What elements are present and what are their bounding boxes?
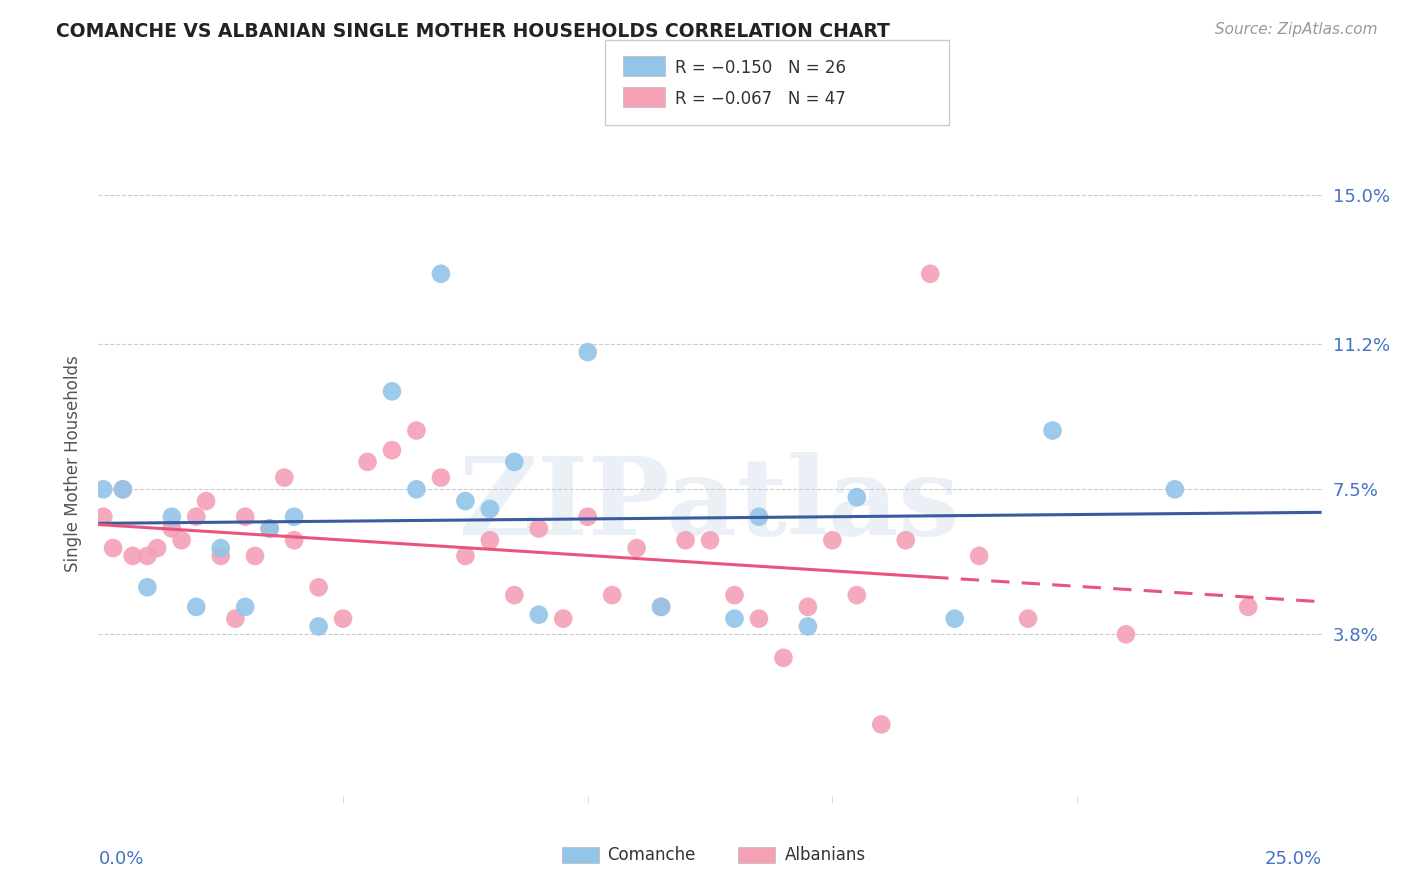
Point — [381, 443, 404, 458]
Point — [259, 521, 281, 535]
Point — [209, 549, 232, 563]
Point — [121, 549, 143, 563]
Point — [430, 267, 453, 281]
Text: 25.0%: 25.0% — [1264, 850, 1322, 868]
Point — [91, 483, 114, 497]
Text: R = −0.150   N = 26: R = −0.150 N = 26 — [675, 59, 846, 77]
Point — [454, 549, 477, 563]
Point — [503, 588, 526, 602]
Point — [160, 521, 183, 535]
Y-axis label: Single Mother Households: Single Mother Households — [65, 356, 83, 572]
Text: Comanche: Comanche — [607, 846, 696, 863]
Text: 0.0%: 0.0% — [98, 850, 143, 868]
Point — [195, 494, 218, 508]
Point — [405, 483, 427, 497]
Point — [308, 619, 330, 633]
Point — [576, 509, 599, 524]
Point — [430, 470, 453, 484]
Text: Albanians: Albanians — [785, 846, 866, 863]
Point — [186, 509, 208, 524]
Point — [723, 612, 745, 626]
Point — [1115, 627, 1137, 641]
Point — [626, 541, 648, 555]
Point — [160, 509, 183, 524]
Point — [723, 588, 745, 602]
Point — [101, 541, 124, 555]
Point — [845, 588, 868, 602]
Point — [478, 502, 501, 516]
Point — [405, 424, 427, 438]
Point — [821, 533, 844, 548]
Point — [381, 384, 404, 399]
Text: R = −0.067   N = 47: R = −0.067 N = 47 — [675, 90, 845, 108]
Point — [1237, 599, 1260, 614]
Point — [136, 549, 159, 563]
Point — [478, 533, 501, 548]
Point — [224, 612, 246, 626]
Point — [894, 533, 917, 548]
Point — [845, 490, 868, 504]
Point — [1164, 483, 1187, 497]
Point — [967, 549, 990, 563]
Point — [111, 483, 134, 497]
Point — [273, 470, 295, 484]
Point — [91, 509, 114, 524]
Point — [283, 533, 305, 548]
Point — [111, 483, 134, 497]
Text: Source: ZipAtlas.com: Source: ZipAtlas.com — [1215, 22, 1378, 37]
Point — [136, 580, 159, 594]
Point — [356, 455, 378, 469]
Point — [332, 612, 354, 626]
Point — [454, 494, 477, 508]
Point — [797, 619, 820, 633]
Point — [233, 509, 256, 524]
Point — [170, 533, 193, 548]
Point — [748, 612, 770, 626]
Point — [186, 599, 208, 614]
Point — [527, 607, 550, 622]
Text: ZIPatlas: ZIPatlas — [460, 451, 960, 558]
Point — [243, 549, 266, 563]
Point — [527, 521, 550, 535]
Point — [503, 455, 526, 469]
Point — [1042, 424, 1064, 438]
Point — [772, 650, 794, 665]
Point — [209, 541, 232, 555]
Point — [600, 588, 623, 602]
Point — [650, 599, 672, 614]
Point — [146, 541, 169, 555]
Point — [675, 533, 697, 548]
Point — [748, 509, 770, 524]
Point — [870, 717, 893, 731]
Point — [1017, 612, 1039, 626]
Point — [943, 612, 966, 626]
Point — [283, 509, 305, 524]
Point — [920, 267, 942, 281]
Point — [650, 599, 672, 614]
Point — [797, 599, 820, 614]
Point — [553, 612, 575, 626]
Point — [233, 599, 256, 614]
Point — [308, 580, 330, 594]
Point — [699, 533, 721, 548]
Point — [259, 521, 281, 535]
Point — [576, 345, 599, 359]
Text: COMANCHE VS ALBANIAN SINGLE MOTHER HOUSEHOLDS CORRELATION CHART: COMANCHE VS ALBANIAN SINGLE MOTHER HOUSE… — [56, 22, 890, 41]
